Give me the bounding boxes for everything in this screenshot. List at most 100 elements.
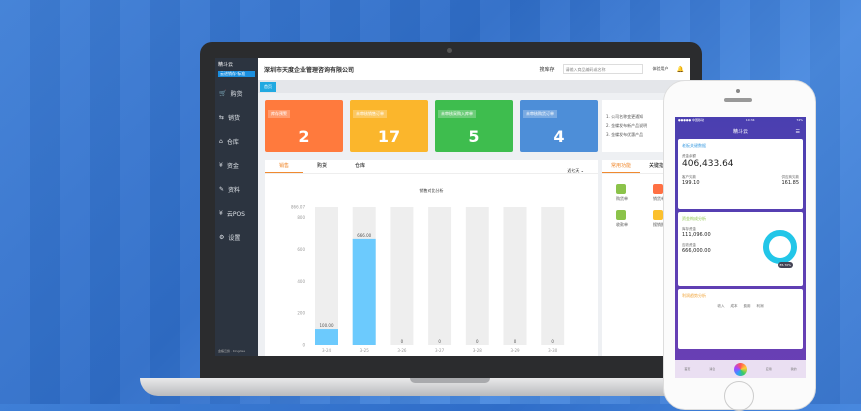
funds-value: 406,433.64 [682, 159, 734, 169]
tab-purchase[interactable]: 购货 [316, 163, 327, 169]
y-tick-label: 0 [302, 343, 305, 348]
notice-item[interactable]: 1. 公司名称变更通知 [606, 114, 644, 119]
plus-icon[interactable] [733, 362, 747, 376]
notice-item[interactable]: 2. 金蝶发布新产品说明 [606, 123, 648, 128]
stat-card[interactable]: 库存预警 2 [265, 100, 343, 152]
edition-badge: 云进销存·标准 [218, 71, 255, 77]
bell-icon[interactable]: 🔔 [676, 65, 684, 73]
quick-icon [616, 210, 626, 220]
quick-icon [653, 184, 663, 194]
funds-analysis-card[interactable]: 资金构成分析 库存资金 111,096.00 应收资金 666,000.00 8… [678, 212, 803, 286]
time: 10:34 [745, 118, 755, 122]
range-select[interactable]: 近七天 ⌄ [567, 168, 584, 173]
notice-item[interactable]: 3. 金蝶发布优惠产品 [606, 132, 644, 137]
sidebar-item[interactable]: ¥ 资金 [215, 153, 258, 177]
gear-icon: ⚙ [219, 233, 225, 241]
sale-icon: ⇆ [219, 113, 225, 121]
logo: 精斗云 云进销存·标准 [215, 58, 258, 81]
sidebar-item-label: 资料 [228, 186, 241, 194]
home-button[interactable] [724, 381, 754, 411]
phone-speaker [724, 98, 752, 102]
base-notch [410, 378, 490, 383]
stat-card[interactable]: 未审核采购入库单 5 [435, 100, 513, 152]
status-bar: ●●●●● 中国移动 10:34 74% [675, 117, 806, 125]
stock-funds-label: 库存资金 [682, 227, 696, 231]
x-tick-label: 3-29 [510, 348, 520, 353]
tab-warehouse[interactable]: 仓库 [354, 163, 365, 169]
stat-value: 2 [298, 127, 310, 146]
sidebar-item[interactable]: ⇆ 销货 [215, 105, 258, 129]
bottom-nav: 首页 消息 应用 我的 [675, 360, 806, 378]
phone-title-text: 精斗云 [732, 129, 748, 135]
quick-item[interactable]: 购货单 [616, 184, 653, 202]
stat-card[interactable]: 未审核销售订单 17 [350, 100, 428, 152]
phone-frame: ●●●●● 中国移动 10:34 74% 精斗云 ☰ 老板关键数据 资金余额 406,… [663, 80, 816, 411]
supplier-debt-label: 供应商欠款 [781, 175, 800, 179]
sidebar-item[interactable]: ⌂ 仓库 [215, 129, 258, 153]
laptop-base [140, 378, 760, 396]
pos-icon: ¥ [219, 209, 223, 217]
menu-icon[interactable]: ☰ [795, 129, 800, 135]
data-label: 0 [514, 339, 517, 344]
quick-item[interactable]: 搜销报表 [653, 210, 690, 228]
sidebar-item-label: 云POS [226, 210, 245, 218]
cart-icon: 🛒 [219, 89, 227, 97]
range-label: 近七天 [567, 168, 580, 173]
quick-icon [653, 210, 663, 220]
tab-bar: 首页 [258, 80, 690, 93]
bar[interactable] [315, 329, 338, 345]
profit-card[interactable]: 利润趋势分析 收入 成本 费用 利润 [678, 289, 803, 349]
nav-messages[interactable]: 消息 [709, 367, 716, 371]
warehouse-icon: ⌂ [219, 137, 223, 145]
analysis-heading: 资金构成分析 [682, 216, 706, 221]
supplier-debt-value: 161.85 [781, 180, 800, 186]
stat-label: 未审核销售订单 [353, 110, 387, 118]
sidebar-item-label: 仓库 [226, 138, 239, 146]
sidebar-item[interactable]: ¥ 云POS [215, 201, 258, 225]
sidebar-item[interactable]: ✎ 资料 [215, 177, 258, 201]
y-tick-label: 200 [297, 311, 305, 316]
sidebar-item[interactable]: ⚙ 设置 [215, 225, 258, 249]
bar-background [465, 207, 489, 345]
receivable-value: 666,000.00 [682, 248, 711, 254]
stat-label: 库存预警 [268, 110, 290, 118]
bar-background [390, 207, 414, 345]
user-menu[interactable]: 体验用户 [652, 66, 669, 71]
phone-camera [736, 89, 740, 93]
funds-card[interactable]: 老板关键数据 资金余额 406,433.64 客户欠款 199.10 供应商欠款 1… [678, 139, 803, 209]
bar[interactable] [352, 238, 376, 345]
customer-debt-value: 199.10 [682, 180, 700, 186]
y-tick-label: 400 [297, 279, 305, 284]
nav-apps[interactable]: 应用 [765, 367, 772, 371]
quick-item[interactable]: 销货单 [653, 184, 690, 202]
stock-funds-value: 111,096.00 [682, 232, 711, 238]
legend-income: 收入 [717, 304, 725, 308]
bar-chart: 0 200 400 600 800 866.07 100.00 3-24 666.00 3-25 0… [291, 205, 565, 353]
search-type-select[interactable]: 搜库存 [539, 66, 555, 73]
stat-label: 未审核采购入库单 [438, 110, 476, 118]
quick-tabs: 常用功能 关键指标 [602, 160, 690, 174]
quick-icon [616, 184, 626, 194]
quick-label: 销货单 [653, 196, 665, 201]
funds-label: 资金余额 [682, 154, 696, 158]
search-input[interactable]: 请输入商品编码或名称 [562, 64, 643, 74]
sidebar-item[interactable]: 🛒 购货 [215, 81, 258, 105]
quick-item[interactable]: 收款单 [616, 210, 653, 228]
stat-value: 4 [553, 127, 565, 146]
camera [447, 48, 452, 53]
tab-common[interactable]: 常用功能 [602, 160, 640, 173]
battery: 74% [796, 118, 803, 122]
quick-label: 购货单 [616, 196, 628, 201]
nav-me[interactable]: 我的 [790, 367, 797, 371]
company-name: 深圳市天度企业管理咨询有限公司 [264, 66, 355, 74]
tab-sales[interactable]: 销售 [265, 160, 303, 173]
stat-card[interactable]: 未审核购货订单 4 [520, 100, 598, 152]
chart-title: 销售对比分析 [419, 188, 444, 193]
pen-icon: ✎ [219, 185, 225, 193]
tab-kpi[interactable]: 关键指标 [648, 163, 669, 169]
x-tick-label: 3-30 [548, 348, 558, 353]
chart-panel: 销售 购货 仓库 近七天 ⌄ 销售对比分析 0 200 400 600 800 866.0… [265, 160, 598, 356]
tab-home[interactable]: 首页 [260, 82, 276, 92]
data-label: 0 [401, 339, 404, 344]
nav-home[interactable]: 首页 [684, 367, 691, 371]
